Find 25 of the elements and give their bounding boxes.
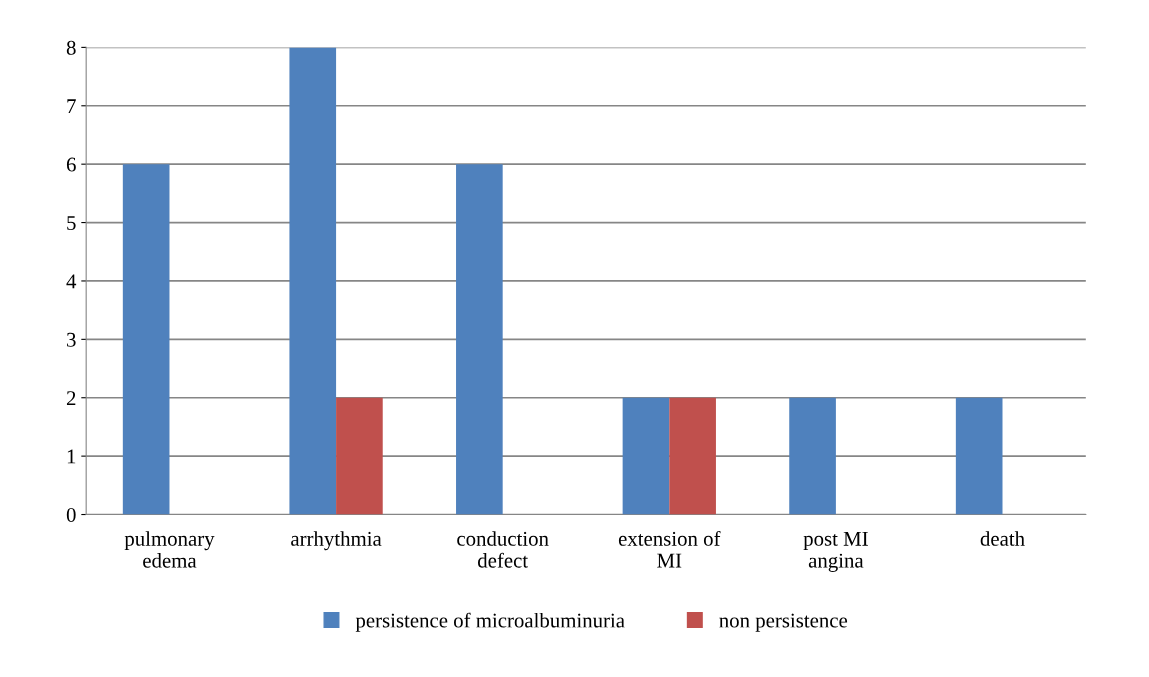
y-tick-label: 8 <box>66 40 76 55</box>
y-tick-label: 5 <box>67 216 76 230</box>
bar <box>122 164 170 515</box>
y-tick-label: 4 <box>66 274 77 289</box>
y-tick-label: 0 <box>66 507 76 522</box>
y-tick-label: 6 <box>66 157 76 172</box>
y-tick-label: 7 <box>67 99 76 114</box>
bar <box>456 164 503 515</box>
legend-label: non persistence <box>719 613 848 632</box>
bar <box>622 397 670 515</box>
bar <box>289 47 337 515</box>
bar <box>789 397 836 515</box>
y-tick-label: 3 <box>67 332 76 347</box>
x-tick-label: pulmonary edema <box>124 531 215 568</box>
x-tick-label: conduction defect <box>457 531 549 568</box>
x-tick-label: extension of MI <box>618 530 721 568</box>
y-tick-label: 2 <box>66 391 76 405</box>
legend-label: persistence of microalbuminuria <box>355 612 625 632</box>
bar <box>336 397 383 515</box>
x-tick-label: arrhythmia <box>291 531 382 551</box>
x-tick-label: death <box>980 531 1025 546</box>
x-tick-label: post MI angina <box>803 532 868 572</box>
bar <box>669 397 716 515</box>
y-tick-label: 1 <box>67 449 76 464</box>
bar <box>955 397 1003 515</box>
